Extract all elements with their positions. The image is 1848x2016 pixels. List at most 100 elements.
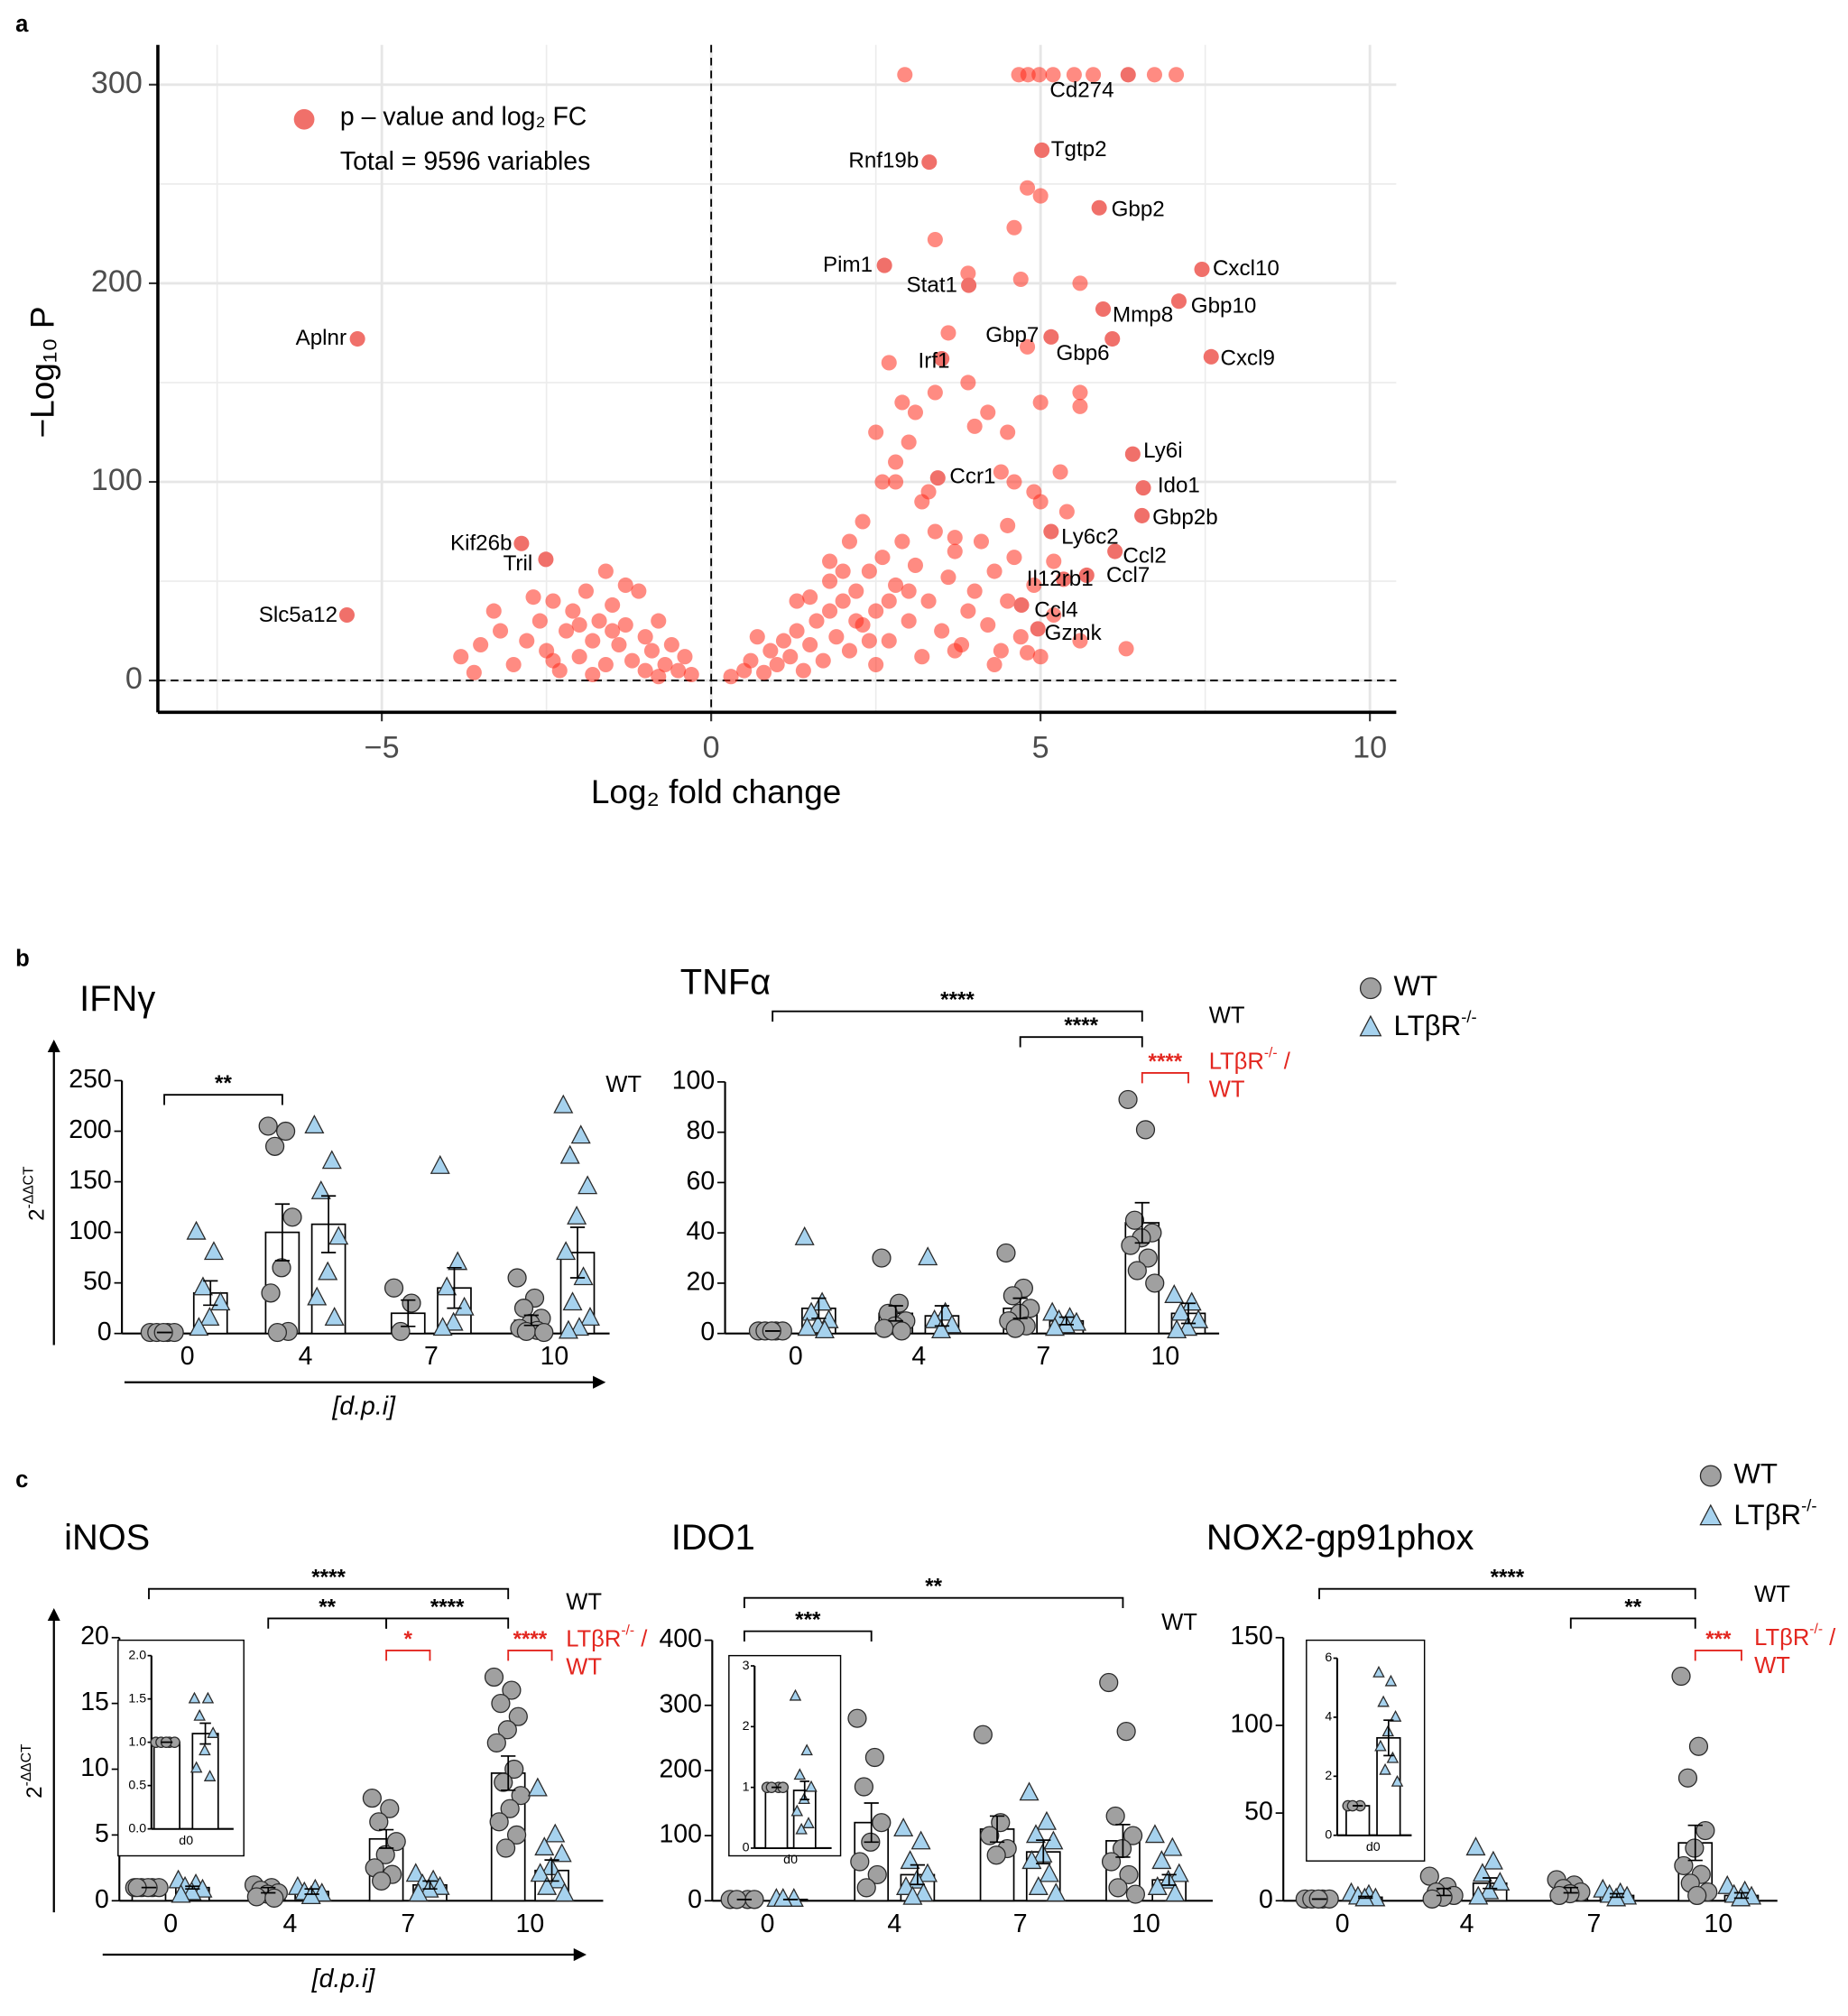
point — [571, 616, 587, 633]
chart-title: iNOS — [64, 1518, 150, 1558]
point — [670, 662, 687, 679]
point — [1032, 649, 1049, 665]
point — [1169, 67, 1185, 83]
point — [789, 1688, 802, 1701]
point — [1483, 1850, 1503, 1870]
point — [531, 613, 548, 629]
gene-label: Gbp2b — [1152, 505, 1218, 530]
point — [960, 603, 976, 619]
point — [258, 1116, 278, 1136]
point — [527, 1777, 548, 1797]
point — [1086, 67, 1102, 83]
point — [1354, 1887, 1375, 1907]
gene-label: Gbp10 — [1191, 293, 1257, 318]
x-tick-label: 7 — [424, 1342, 439, 1371]
y-tick-label: 0 — [1325, 1828, 1332, 1843]
y-tick-label: 0 — [95, 1885, 109, 1914]
y-axis-label-base: 2 — [25, 1208, 50, 1220]
significance-bracket — [385, 1650, 431, 1661]
point — [1699, 1465, 1722, 1487]
legend-label: LTβR-/- — [1394, 1007, 1477, 1042]
significance-label: **** — [311, 1566, 346, 1590]
y-tick-label: 300 — [91, 66, 143, 100]
point — [643, 643, 660, 659]
point — [1099, 1672, 1119, 1693]
point — [328, 1225, 349, 1245]
point — [835, 563, 851, 579]
x-tick-label: 10 — [1132, 1910, 1160, 1938]
point — [486, 1733, 506, 1752]
y-tick-label: 0 — [125, 661, 143, 696]
x-tick-label: 10 — [516, 1910, 545, 1938]
y-tick-label: 0 — [700, 1318, 715, 1346]
point — [874, 474, 891, 490]
point — [812, 1291, 833, 1311]
point — [559, 623, 575, 639]
point — [473, 636, 489, 653]
point — [1072, 275, 1088, 291]
x-tick-label: 5 — [1032, 731, 1049, 765]
y-axis-label-base: 2 — [23, 1786, 47, 1798]
gene-label: Rnf19b — [848, 149, 919, 173]
gene-point — [338, 606, 355, 624]
gene-label: Pim1 — [823, 253, 873, 277]
point — [570, 1124, 591, 1144]
point — [1138, 1248, 1158, 1268]
y-tick-label: 50 — [83, 1267, 112, 1296]
point — [203, 1241, 224, 1261]
point — [1386, 1751, 1400, 1763]
point — [188, 1691, 201, 1704]
significance-bracket — [1694, 1650, 1742, 1661]
point — [789, 593, 805, 609]
point — [484, 1667, 504, 1688]
legend-name: WT — [1394, 970, 1438, 1002]
point — [942, 1314, 963, 1334]
point — [723, 669, 739, 685]
significance-bracket — [148, 1587, 510, 1600]
point — [927, 523, 943, 540]
point — [494, 1772, 513, 1792]
gene-label: Ccl4 — [1034, 597, 1077, 622]
point — [881, 593, 897, 609]
point — [1012, 629, 1029, 645]
point — [311, 1882, 332, 1902]
gene-point — [1124, 446, 1141, 462]
point — [868, 656, 884, 673]
point — [762, 643, 779, 659]
legend-sup: -/- — [1801, 1496, 1816, 1515]
point — [1158, 1869, 1178, 1889]
point — [663, 636, 679, 653]
point — [874, 1318, 894, 1338]
point — [300, 1885, 321, 1905]
y-tick-label: 100 — [91, 463, 143, 497]
gene-point — [1107, 543, 1123, 559]
point — [276, 1121, 296, 1142]
point — [1032, 1843, 1053, 1863]
point — [651, 613, 667, 629]
gene-label: Irf1 — [919, 348, 950, 373]
point — [383, 1278, 404, 1298]
point — [1671, 1666, 1691, 1687]
point — [1377, 1695, 1390, 1707]
point — [559, 1144, 580, 1164]
y-tick-label: 5 — [95, 1819, 109, 1848]
comparison-label: LTβR-/- / — [1754, 1622, 1836, 1651]
point — [973, 533, 989, 550]
inset-frame — [117, 1639, 245, 1857]
point — [551, 1843, 572, 1863]
point — [1135, 1120, 1156, 1140]
point — [920, 484, 937, 500]
point — [800, 1743, 813, 1756]
point — [408, 1882, 429, 1902]
point — [386, 1832, 406, 1852]
y-tick-label: 50 — [1244, 1798, 1273, 1826]
point — [567, 1205, 587, 1225]
point — [558, 1319, 578, 1339]
x-tick-label: 10 — [1151, 1342, 1180, 1371]
point — [872, 1248, 892, 1268]
point — [530, 1863, 550, 1882]
point — [918, 1246, 938, 1266]
y-tick-label: 100 — [660, 1820, 702, 1849]
point — [815, 652, 831, 669]
comparison-text: WT — [605, 1072, 642, 1097]
